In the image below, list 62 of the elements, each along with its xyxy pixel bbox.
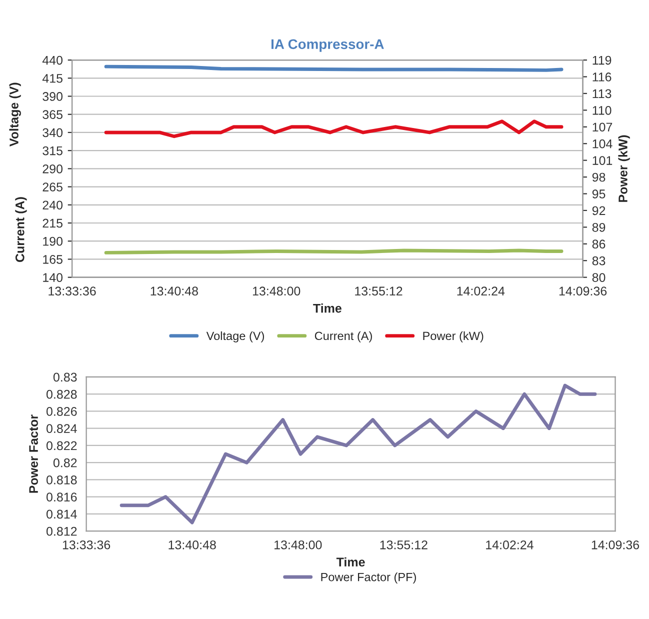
text: Current (A) [15,197,27,262]
y-tick-label: 165 [43,255,62,264]
y-tick-label: 215 [42,218,62,228]
y2-tick-label: 98 [592,172,606,182]
line-series [120,384,597,524]
x-axis-title: Time [313,304,342,313]
legend-label: Voltage (V) [206,331,264,342]
chart-title: IA Compressor-A [272,39,384,52]
y2-tick-label: 80 [592,273,606,282]
line-series [104,120,564,138]
x-tick-label: 14:02:24 [457,286,505,296]
x-tick-label: 13:48:00 [252,286,300,296]
y-axis-title: Power Factor [29,414,38,493]
y2-tick-label: 95 [592,190,606,198]
x-tick-label: 13:33:36 [62,540,110,550]
y2-tick-label: 89 [592,222,606,232]
y-axis-title: Voltage (V) [9,82,21,146]
x-tick-label: 14:09:36 [592,540,640,550]
y2-tick-label: 83 [592,256,606,266]
y2-tick-label: 119 [592,56,612,65]
y-tick-label: 140 [43,273,63,282]
x-tick-label: 13:55:12 [380,540,428,550]
y2-tick-label: 107 [592,122,612,132]
x-axis-title: Time [336,557,365,567]
x-tick-label: 13:40:48 [150,286,198,296]
y-tick-label: 0.816 [46,492,77,502]
y-tick-label: 290 [42,164,63,174]
y-tick-label: 0.83 [53,372,77,382]
y-tick-label: 365 [42,110,62,120]
y2-tick-label: 113 [592,89,612,98]
legend-label: Power (kW) [423,331,484,342]
y-tick-label: 0.822 [46,441,77,450]
y2-tick-label: 92 [592,206,606,216]
x-tick-label: 14:02:24 [486,540,534,550]
x-tick-label: 13:55:12 [355,286,402,296]
y-tick-label: 190 [43,236,63,246]
y-tick-label: 0.824 [46,424,77,433]
y-tick-label: 440 [42,56,63,65]
y2-tick-label: 86 [592,240,606,249]
y-tick-label: 415 [42,74,62,83]
y-tick-label: 0.818 [46,476,77,484]
y-tick-label: 0.812 [46,526,77,536]
y-tick-label: 265 [42,182,62,192]
y-tick-label: 0.828 [46,390,77,399]
y-tick-label: 0.826 [46,407,77,416]
y-tick-label: 390 [42,92,63,101]
y2-tick-label: 101 [592,156,612,165]
y-tick-label: 240 [42,200,63,210]
x-tick-label: 13:33:36 [48,286,96,296]
x-tick-label: 14:09:36 [559,286,607,296]
legend-label: Power Factor (PF) [321,572,416,584]
y2-tick-label: 116 [592,72,612,82]
y2-tick-label: 110 [592,106,612,115]
y2-axis-title: Power (kW) [618,135,630,202]
y-tick-label: 315 [42,146,62,156]
y-tick-label: 0.82 [53,458,77,468]
legend-label: Current (A) [314,331,372,342]
y-tick-label: 340 [42,128,63,138]
y2-tick-label: 104 [592,139,612,148]
x-tick-label: 13:48:00 [274,540,322,550]
x-tick-label: 13:40:48 [168,540,216,550]
y-tick-label: 0.814 [46,510,77,519]
